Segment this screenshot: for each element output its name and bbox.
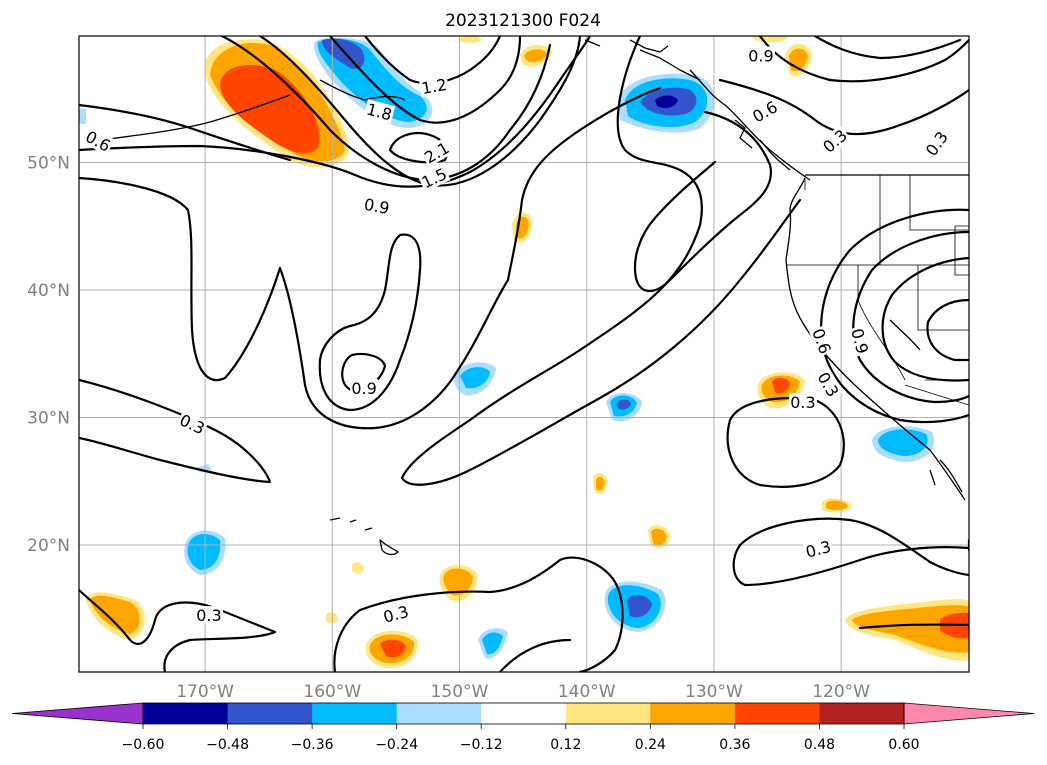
contour-label: 0.9 [361, 194, 393, 218]
contour-label-background [363, 99, 396, 124]
colorbar-tick-label: 0.24 [635, 737, 666, 753]
longitude-label: 140°W [558, 682, 616, 702]
contour-label-background [175, 409, 209, 438]
map-title: 2023121300 F024 [445, 11, 601, 31]
contour-label-background [847, 325, 873, 357]
longitude-label: 120°W [812, 682, 870, 702]
colorbar-tick-label: 0.60 [888, 737, 919, 753]
colorbar-under-triangle [11, 702, 144, 725]
contour-label-background [788, 393, 817, 412]
contour-label: 0.3 [788, 393, 817, 412]
contour-label-background [748, 96, 782, 127]
colorbar-over-triangle [903, 702, 1035, 725]
latitude-label: 40°N [27, 281, 70, 301]
contour-label-background [419, 137, 454, 168]
contour-label-background [921, 126, 952, 161]
contour-label-background [662, 1, 690, 19]
latitude-tick-labels: 20°N 30°N 40°N 50°N [27, 154, 70, 557]
contour-label: 0.9 [350, 379, 379, 398]
longitude-label: 150°W [431, 682, 489, 702]
shaded-anomaly-fields [79, 36, 969, 669]
contour-label-background [417, 163, 451, 192]
colorbar-cell [481, 703, 567, 724]
colorbar-cell [650, 703, 736, 724]
colorbar-cell [734, 703, 820, 724]
contour-label-background [746, 46, 775, 65]
contour-label-text: 0.9 [363, 195, 391, 218]
contour-label-background [361, 194, 393, 218]
colorbar-tick-label: 0.48 [804, 737, 835, 753]
colorbar-tick-label: −0.24 [375, 737, 418, 753]
contour-label-background [418, 74, 450, 98]
contour-label-text: 1.2 [420, 75, 448, 98]
contour-label-text: 0.6 [663, 1, 688, 20]
contour-label-background [818, 124, 852, 157]
contour-label: 0.3 [194, 606, 223, 625]
colorbar-cell [819, 703, 905, 724]
contour-label-background [380, 601, 412, 627]
colorbar-cell [143, 703, 229, 724]
colorbar-cell [227, 703, 313, 724]
map-frame [78, 35, 970, 673]
colorbar-cells [143, 703, 905, 724]
contour-label: 0.6 [662, 1, 690, 20]
colorbar-tick-label: −0.12 [460, 737, 503, 753]
latitude-label: 20°N [27, 536, 70, 556]
colorbar-frame [142, 702, 905, 725]
contour-label-text: 0.9 [748, 46, 773, 65]
colorbar-tick-labels: −0.60 −0.48 −0.36 −0.24 −0.12 0.12 0.24 0.36 0.4… [122, 724, 920, 753]
contour-label-background [813, 367, 844, 401]
latitude-label: 30°N [27, 409, 70, 429]
contour-label-background [81, 126, 115, 156]
contour-label: 1.8 [363, 99, 396, 124]
colorbar-tick-label: −0.36 [291, 737, 334, 753]
coastlines [99, 39, 969, 556]
contour-lines [79, 36, 969, 672]
longitude-label: 160°W [303, 682, 361, 702]
contour-label-background [350, 379, 379, 398]
contour-label-text: 0.9 [351, 379, 376, 398]
colorbar: −0.60 −0.48 −0.36 −0.24 −0.12 0.12 0.24 0.36 0.4… [11, 702, 1035, 753]
colorbar-tick-label: 0.12 [550, 737, 581, 753]
longitude-label: 170°W [176, 682, 234, 702]
contour-label-background [802, 536, 835, 562]
colorbar-tick-label: −0.48 [206, 737, 249, 753]
contour-label-text: 0.3 [196, 606, 221, 625]
latitude-label: 50°N [27, 154, 70, 174]
colorbar-cell [312, 703, 398, 724]
contour-label: 1.2 [418, 74, 450, 98]
contour-label-background [808, 324, 836, 358]
colorbar-tick-label: −0.60 [122, 737, 165, 753]
longitude-label: 130°W [685, 682, 743, 702]
colorbar-cell [396, 703, 482, 724]
longitude-tick-labels: 170°W 160°W 150°W 140°W 130°W 120°W [176, 682, 870, 702]
colorbar-tick-label: 0.36 [719, 737, 750, 753]
map-content: 0.61.81.22.11.50.90.60.3 0.30.90.60.90.30… [79, 1, 969, 672]
contour-label: 0.9 [746, 46, 775, 65]
colorbar-cell [565, 703, 651, 724]
contour-label-text: 0.3 [790, 393, 815, 412]
contour-label-background [194, 606, 223, 625]
